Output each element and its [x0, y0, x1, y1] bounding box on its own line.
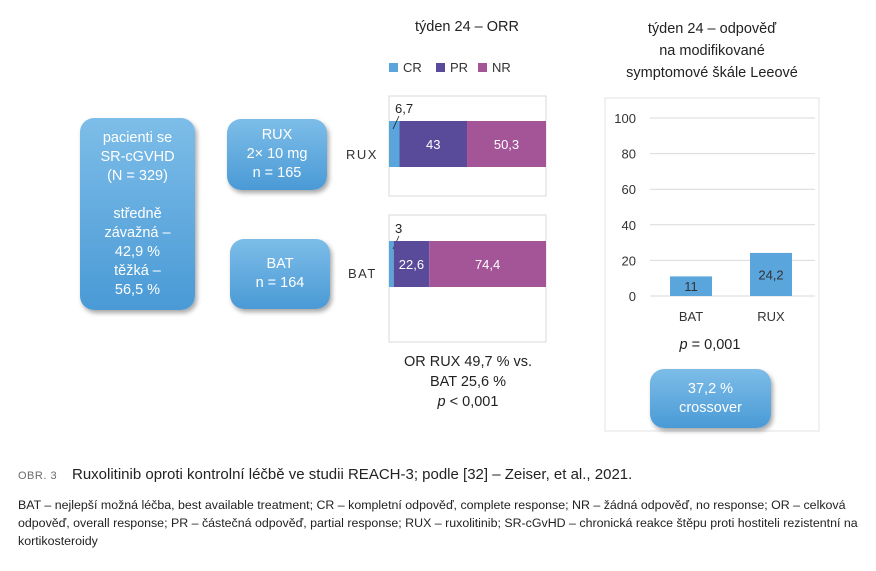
y-tick-label: 0	[629, 289, 636, 304]
y-tick-label: 80	[622, 147, 636, 162]
crossover-line: crossover	[679, 399, 742, 416]
legend-label-pr: PR	[450, 60, 468, 75]
legend-label-cr: CR	[403, 60, 422, 75]
patients-line: závažná –	[104, 224, 171, 241]
legend-swatch-nr	[478, 63, 487, 72]
p-italic: p	[437, 394, 446, 410]
patients-line: středně	[113, 205, 162, 222]
patients-line: 56,5 %	[114, 281, 161, 298]
patients-line: těžká –	[114, 262, 161, 279]
data-label-bat-nr: 74,4	[475, 257, 500, 272]
legend-label-nr: NR	[492, 60, 511, 75]
lee-title-line: týden 24 – odpověď	[647, 21, 777, 37]
x-tick-label-bat: BAT	[679, 309, 703, 324]
orr-note-line: p < 0,001	[388, 392, 548, 412]
y-tick-label: 60	[622, 182, 636, 197]
bat-line: BAT	[266, 256, 294, 272]
figure-number: OBR. 3	[18, 470, 58, 482]
p-value: = 0,001	[687, 337, 741, 353]
bat-line: n = 164	[255, 275, 305, 291]
orr-category-rux: RUX	[346, 147, 378, 162]
lee-title: týden 24 – odpověď na modifikované sympt…	[606, 18, 818, 84]
patients-line: pacienti se	[102, 129, 173, 146]
data-label-rux-nr: 50,3	[494, 137, 519, 152]
patients-box: pacienti se SR-cGVHD (N = 329) středně z…	[80, 118, 195, 310]
y-tick-label: 20	[622, 253, 636, 268]
rux-line: 2× 10 mg	[246, 146, 308, 162]
data-label-bat-pr: 22,6	[399, 257, 424, 272]
x-tick-label-rux: RUX	[757, 309, 785, 324]
bar-rux	[750, 252, 792, 296]
patients-line: SR-cGVHD	[100, 148, 175, 165]
p-italic: p	[679, 337, 688, 353]
lee-title-line: na modifikované	[659, 43, 765, 59]
orr-note: OR RUX 49,7 % vs. BAT 25,6 % p < 0,001	[388, 352, 548, 412]
bat-box: BAT n = 164	[230, 239, 330, 309]
crossover-box: 37,2 % crossover	[650, 369, 771, 428]
leader-line	[392, 115, 400, 130]
patients-line: 42,9 %	[114, 243, 161, 260]
orr-plot-frame-bat	[388, 214, 547, 343]
bar-rux-nr	[467, 121, 546, 167]
figure-title: Ruxolitinib oproti kontrolní léčbě ve st…	[72, 466, 633, 483]
data-label-bat-cr: 3	[395, 221, 402, 236]
lee-title-line: symptomové škále Leeové	[626, 65, 798, 81]
data-label-rux-cr: 6,7	[395, 101, 413, 116]
leader-line	[392, 235, 400, 250]
bar-rux-pr	[399, 121, 468, 167]
lee-note: p = 0,001	[660, 337, 760, 353]
data-label-rux: 24,2	[758, 267, 783, 282]
bar-bat-cr	[389, 241, 394, 287]
patients-line: (N = 329)	[107, 167, 168, 184]
orr-title: týden 24 – ORR	[415, 19, 519, 35]
bar-bat	[670, 276, 712, 296]
legend-swatch-pr	[436, 63, 445, 72]
orr-category-bat: BAT	[348, 266, 377, 281]
bar-bat-nr	[429, 241, 546, 287]
data-label-bat: 11	[684, 279, 698, 294]
orr-note-line: OR RUX 49,7 % vs.	[403, 354, 533, 370]
p-value: < 0,001	[445, 394, 499, 410]
data-label-rux-pr: 43	[426, 137, 440, 152]
crossover-line: 37,2 %	[687, 380, 734, 397]
bar-bat-pr	[393, 241, 430, 287]
orr-note-line: BAT 25,6 %	[429, 374, 507, 390]
legend-swatch-cr	[389, 63, 398, 72]
bar-rux-cr	[389, 121, 400, 167]
y-tick-label: 100	[614, 111, 636, 126]
rux-line: RUX	[261, 127, 293, 143]
rux-box: RUX 2× 10 mg n = 165	[227, 119, 327, 190]
y-tick-label: 40	[622, 218, 636, 233]
orr-plot-frame-rux	[388, 95, 547, 197]
figure-legend: BAT – nejlepší možná léčba, best availab…	[18, 498, 858, 548]
rux-line: n = 165	[252, 165, 302, 181]
